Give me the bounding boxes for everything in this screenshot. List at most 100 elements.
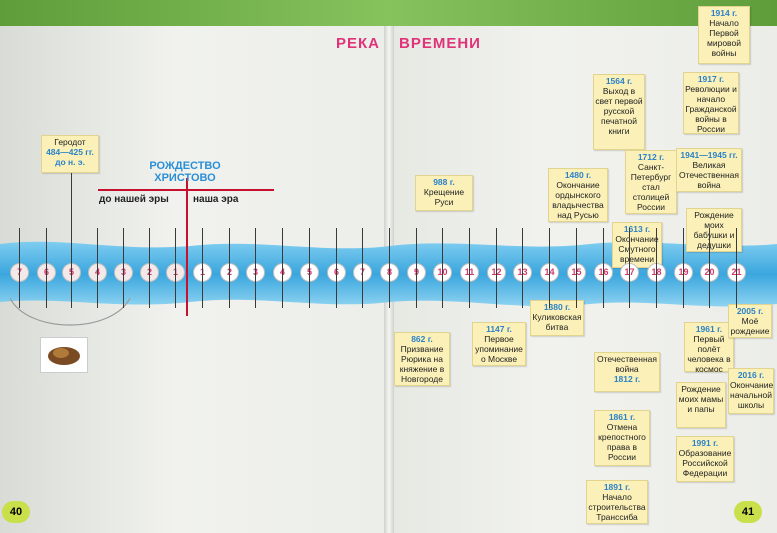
century-line (736, 228, 737, 308)
note-1812-year: 1812 г. (613, 374, 641, 384)
note-862-text: Призвание Рюрика на княжение в Новгороде (399, 344, 445, 384)
century-line (202, 228, 203, 308)
century-line (496, 228, 497, 308)
pointer-line (71, 173, 72, 263)
note-1480: 1480 г. Окончание ордынского владычества… (548, 168, 608, 222)
page-number-right: 41 (734, 501, 762, 523)
note-1712-text: Санкт-Петербург стал столицей России (630, 162, 672, 212)
note-2005-year: 2005 г. (736, 306, 764, 316)
note-2016: 2016 г. Окончание начальной школы (728, 368, 774, 414)
note-herodot: Геродот 484—425 гг. до н. э. (41, 135, 99, 173)
century-line (175, 228, 176, 308)
note-1991-year: 1991 г. (691, 438, 719, 448)
century-line (46, 228, 47, 308)
note-2016-year: 2016 г. (737, 370, 765, 380)
note-1914: 1914 г. Начало Первой мировой войны (698, 6, 750, 64)
note-1380: 1380 г. Куликовская битва (530, 300, 584, 336)
century-line (683, 228, 684, 308)
bc-bracket (9, 297, 131, 326)
note-862-year: 862 г. (411, 334, 433, 344)
century-line (19, 228, 20, 308)
note-988-text: Крещение Руси (423, 187, 465, 207)
note-1564-text: Выход в свет первой русской печатной кни… (595, 86, 643, 136)
century-line (97, 228, 98, 308)
note-1480-year: 1480 г. (564, 170, 592, 180)
century-line (603, 228, 604, 308)
note-1712-year: 1712 г. (637, 152, 665, 162)
note-1613-year: 1613 г. (623, 224, 651, 234)
note-1613-text: Окончание Смутного времени (615, 234, 659, 264)
note-1917: 1917 г. Революции и начало Гражданской в… (683, 72, 739, 134)
note-988: 988 г. Крещение Руси (415, 175, 473, 211)
title-part2: ВРЕМЕНИ (399, 35, 481, 52)
note-herodot-suffix: до н. э. (55, 157, 85, 167)
note-1147: 1147 г. Первое упоминание о Москве (472, 322, 526, 366)
note-2005-text: Моё рождение (730, 316, 770, 336)
century-line (149, 228, 150, 308)
top-decoration-left (0, 0, 388, 26)
note-1380-text: Куликовская битва (532, 312, 582, 332)
note-1914-text: Начало Первой мировой войны (707, 18, 741, 58)
note-1891: 1891 г. Начало строительства Транссиба (586, 480, 648, 524)
century-line (629, 228, 630, 308)
century-line (282, 228, 283, 308)
century-line (522, 228, 523, 308)
christ-label: РОЖДЕСТВО ХРИСТОВО (135, 160, 235, 184)
note-1861: 1861 г. Отмена крепостного права в Росси… (594, 410, 650, 466)
century-line (576, 228, 577, 308)
note-1961-text: Первый полёт человека в космос (687, 334, 731, 374)
century-line (336, 228, 337, 308)
note-1917-year: 1917 г. (697, 74, 725, 84)
note-1564: 1564 г. Выход в свет первой русской печа… (593, 74, 645, 150)
era-ad: наша эра (193, 194, 239, 205)
christ-label-line1: РОЖДЕСТВО (149, 160, 221, 172)
note-1891-text: Начало строительства Транссиба (588, 492, 646, 522)
note-grandparents-text: Рождение моих бабушки и дедушки (693, 210, 735, 250)
note-2005: 2005 г. Моё рождение (728, 304, 772, 338)
note-1941-year: 1941—1945 гг. (680, 150, 738, 160)
century-line (656, 228, 657, 308)
note-1812: Отечественная война 1812 г. (594, 352, 660, 392)
note-herodot-years: 484—425 гг. (46, 147, 94, 157)
century-line (123, 228, 124, 308)
note-1147-text: Первое упоминание о Москве (475, 334, 523, 364)
helmet-icon (48, 347, 80, 365)
note-grandparents: Рождение моих бабушки и дедушки (686, 208, 742, 252)
note-herodot-name: Геродот (54, 137, 86, 147)
century-line (362, 228, 363, 308)
page-number-left: 40 (2, 501, 30, 523)
note-1941-text: Великая Отечественная война (678, 160, 740, 190)
century-line (709, 228, 710, 308)
note-2016-text: Окончание начальной школы (730, 380, 774, 410)
century-line (309, 228, 310, 308)
century-line (549, 228, 550, 308)
note-1564-year: 1564 г. (605, 76, 633, 86)
note-1812-text: Отечественная война (596, 354, 658, 374)
century-line (255, 228, 256, 308)
note-1961: 1961 г. Первый полёт человека в космос (684, 322, 734, 374)
era-bc: до нашей эры (99, 194, 169, 205)
note-parents: Рождение моих мамы и папы (676, 382, 726, 428)
era-arrow (98, 189, 274, 191)
century-line (442, 228, 443, 308)
note-1991-text: Образование Российской Федерации (678, 448, 732, 478)
note-1991: 1991 г. Образование Российской Федерации (676, 436, 734, 482)
century-line (71, 228, 72, 308)
note-862: 862 г. Призвание Рюрика на княжение в Но… (394, 332, 450, 386)
note-1861-year: 1861 г. (608, 412, 636, 422)
note-1613: 1613 г. Окончание Смутного времени (612, 222, 662, 268)
artifact-image (40, 337, 88, 373)
century-line (469, 228, 470, 308)
note-1891-year: 1891 г. (603, 482, 631, 492)
christ-label-line2: ХРИСТОВО (154, 172, 216, 184)
note-parents-text: Рождение моих мамы и папы (678, 384, 724, 414)
note-1917-text: Революции и начало Гражданской войны в Р… (685, 84, 737, 134)
christ-divider-line (186, 178, 188, 316)
note-1147-year: 1147 г. (486, 324, 512, 334)
note-1861-text: Отмена крепостного права в России (598, 422, 646, 462)
note-1712: 1712 г. Санкт-Петербург стал столицей Ро… (625, 150, 677, 214)
note-1961-year: 1961 г. (695, 324, 723, 334)
note-1914-year: 1914 г. (710, 8, 738, 18)
note-1380-year: 1380 г. (543, 302, 571, 312)
century-line (416, 228, 417, 308)
